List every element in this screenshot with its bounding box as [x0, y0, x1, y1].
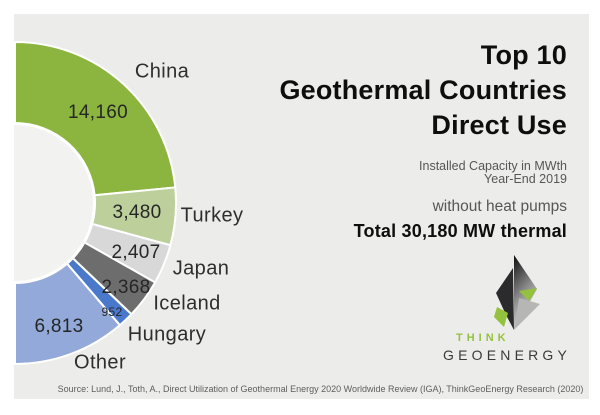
slice-value-turkey: 3,480 [112, 202, 162, 223]
logo-text-think: THINK [456, 332, 510, 344]
infographic-card: 14,160 China 3,480 Turkey 2,407 Japan 2,… [14, 14, 589, 399]
slice-label-iceland: Iceland [153, 292, 221, 315]
slice-label-japan: Japan [172, 257, 230, 280]
logo-green-right-accent [519, 288, 537, 301]
logo-text-geoenergy: GEOENERGY [443, 347, 572, 363]
subtitle-line-2: Year-End 2019 [484, 171, 567, 186]
total-capacity: Total 30,180 MW thermal [353, 221, 567, 241]
page-title: Top 10 Geothermal Countries Direct Use [279, 38, 567, 143]
logo-left-face [496, 268, 514, 330]
slice-value-iceland: 2,368 [101, 277, 151, 298]
slice-value-hungary: 952 [101, 305, 123, 319]
slice-label-turkey: Turkey [180, 204, 244, 227]
thinkgeoenergy-logo-icon [494, 255, 540, 330]
subtitle-line-1: Installed Capacity in MWth [419, 159, 567, 173]
note-without-heat-pumps: without heat pumps [432, 198, 567, 215]
logo-lower-right-face [514, 298, 540, 330]
logo-green-left-accent [494, 307, 508, 327]
title-line-3: Direct Use [431, 110, 567, 140]
donut-chart [14, 40, 177, 366]
slice-value-japan: 2,407 [111, 242, 161, 263]
source-citation: Source: Lund, J., Toth, A., Direct Utili… [57, 384, 584, 394]
slice-label-china: China [134, 60, 190, 83]
subtitle: Installed Capacity in MWth Year-End 2019 [419, 160, 567, 185]
title-line-2: Geothermal Countries [279, 75, 567, 105]
donut-hole [14, 123, 95, 283]
title-line-1: Top 10 [480, 40, 567, 70]
slice-value-china: 14,160 [68, 102, 128, 123]
slice-value-other: 6,813 [34, 316, 84, 337]
slice-label-hungary: Hungary [127, 323, 207, 346]
slice-label-other: Other [73, 351, 127, 374]
